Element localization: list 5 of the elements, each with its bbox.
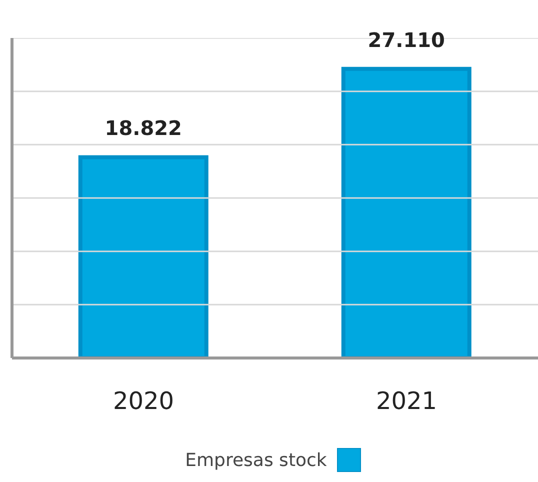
data-label: 18.822 (104, 116, 182, 140)
legend-label: Empresas stock (185, 450, 327, 470)
x-tick-label: 2021 (376, 387, 438, 416)
x-tick-label: 2020 (112, 387, 174, 416)
data-label: 27.110 (368, 28, 445, 52)
